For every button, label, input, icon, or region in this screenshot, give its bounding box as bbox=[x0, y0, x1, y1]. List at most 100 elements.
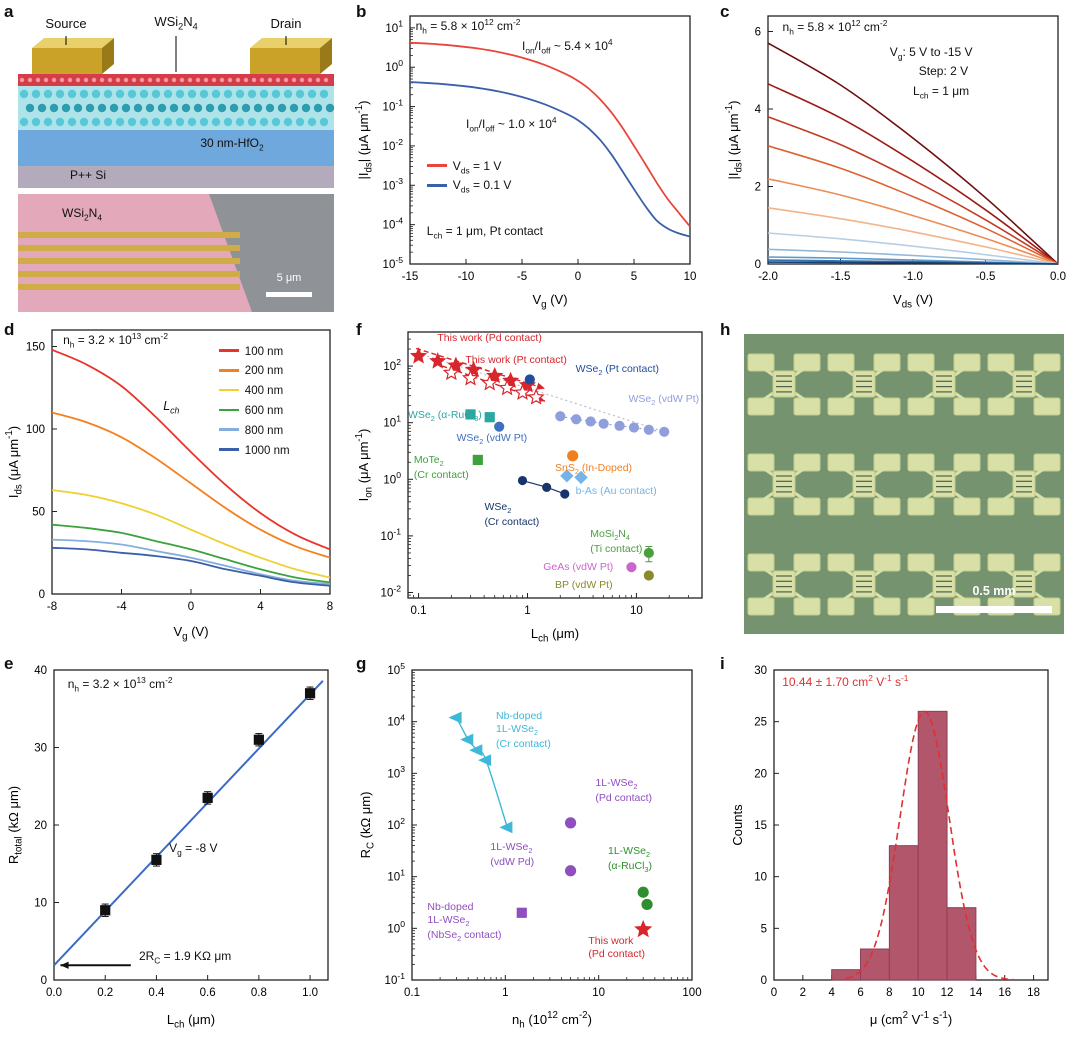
panel-g: g 0.1 1 10 100 10-1 100 101 102 103 104 105 nh (101… bbox=[352, 652, 716, 1038]
svg-text:RC (kΩ μm): RC (kΩ μm) bbox=[358, 792, 376, 859]
svg-text:150: 150 bbox=[26, 342, 45, 354]
svg-text:10: 10 bbox=[912, 987, 925, 999]
svg-text:0: 0 bbox=[41, 975, 47, 987]
svg-text:10: 10 bbox=[754, 872, 767, 884]
svg-text:12: 12 bbox=[941, 987, 954, 999]
output-curve-chart: -2.0 -1.5 -1.0 -0.5 0.0 0 2 4 6 Vds (V) |Ids| (μA … bbox=[724, 15, 1066, 310]
svg-text:0.0: 0.0 bbox=[1050, 271, 1066, 283]
svg-text:101: 101 bbox=[383, 414, 401, 430]
panel-letter-i: i bbox=[720, 654, 725, 673]
svg-text:0: 0 bbox=[39, 589, 45, 601]
panel-letter-f: f bbox=[356, 320, 362, 339]
svg-text:40: 40 bbox=[34, 665, 47, 677]
mobility-histogram: 0 2 4 6 8 10 12 14 16 18 0 5 10 15 20 25 30 μ (cm2 V-1 s-… bbox=[730, 665, 1049, 1027]
svg-text:10-2: 10-2 bbox=[381, 583, 402, 599]
svg-text:|Ids| (μA μm-1): |Ids| (μA μm-1) bbox=[724, 100, 744, 179]
svg-text:0: 0 bbox=[771, 987, 777, 999]
svg-text:10-1: 10-1 bbox=[381, 527, 402, 543]
svg-text:0.8: 0.8 bbox=[251, 987, 267, 999]
svg-text:102: 102 bbox=[387, 816, 405, 832]
svg-text:Lch (μm): Lch (μm) bbox=[167, 1012, 215, 1030]
svg-text:50: 50 bbox=[32, 507, 45, 519]
on-current-benchmark-chart: 0.1 1 10 10-2 10-1 100 101 102 Lch (μm) Ion (μA μ… bbox=[354, 331, 703, 644]
svg-text:102: 102 bbox=[383, 357, 401, 373]
panel-b: b -15 -10 -5 0 5 10 101 100 10-1 10-2 10-3 10-4 10-5… bbox=[352, 0, 716, 318]
svg-text:0.0: 0.0 bbox=[46, 987, 62, 999]
svg-text:2: 2 bbox=[755, 182, 761, 194]
svg-text:103: 103 bbox=[387, 764, 405, 780]
contact-resistance-benchmark-chart: 0.1 1 10 100 10-1 100 101 102 103 104 105 nh (1012 … bbox=[358, 661, 702, 1030]
panel-letter-e: e bbox=[4, 654, 14, 673]
panel-letter-b: b bbox=[356, 2, 367, 21]
svg-text:-15: -15 bbox=[402, 271, 419, 283]
svg-text:1: 1 bbox=[524, 605, 530, 617]
panel-a: a Source WSi2N4 Drain 30 nm-HfO2 P++ Si WSi2N… bbox=[0, 0, 352, 318]
svg-text:Counts: Counts bbox=[730, 804, 745, 846]
svg-text:25: 25 bbox=[754, 717, 767, 729]
svg-text:10: 10 bbox=[684, 271, 697, 283]
svg-text:0: 0 bbox=[188, 601, 194, 613]
svg-text:4: 4 bbox=[828, 987, 835, 999]
svg-text:100: 100 bbox=[26, 424, 45, 436]
svg-text:4: 4 bbox=[755, 104, 762, 116]
svg-text:100: 100 bbox=[682, 987, 701, 999]
svg-text:Vg (V): Vg (V) bbox=[532, 292, 567, 310]
svg-text:5: 5 bbox=[631, 271, 637, 283]
panel-h: h 0.5 mm bbox=[716, 318, 1080, 652]
svg-text:nh (1012 cm-2): nh (1012 cm-2) bbox=[512, 1010, 592, 1030]
svg-text:1.0: 1.0 bbox=[302, 987, 318, 999]
svg-text:0.4: 0.4 bbox=[148, 987, 165, 999]
panel-f: f 0.1 1 10 10-2 10-1 100 101 102 Lch (μm) Ion (μA… bbox=[352, 318, 716, 652]
tlm-resistance-chart: 0.0 0.2 0.4 0.6 0.8 1.0 0 10 20 30 40 Lch (μm) Rtota… bbox=[6, 665, 329, 1030]
svg-text:-8: -8 bbox=[47, 601, 57, 613]
svg-text:Ids (μA μm-1): Ids (μA μm-1) bbox=[4, 426, 24, 498]
svg-text:8: 8 bbox=[327, 601, 333, 613]
svg-text:16: 16 bbox=[998, 987, 1011, 999]
panel-letter-a: a bbox=[4, 2, 14, 21]
svg-text:10-5: 10-5 bbox=[383, 255, 404, 271]
svg-text:30: 30 bbox=[754, 665, 767, 677]
svg-text:1: 1 bbox=[502, 987, 508, 999]
svg-text:Rtotal (kΩ μm): Rtotal (kΩ μm) bbox=[6, 786, 24, 864]
svg-text:10-1: 10-1 bbox=[383, 97, 404, 113]
svg-text:104: 104 bbox=[387, 712, 405, 728]
svg-text:-4: -4 bbox=[116, 601, 127, 613]
transfer-curve-chart: -15 -10 -5 0 5 10 101 100 10-1 10-2 10-3 10-4 10-5 Vg… bbox=[354, 15, 697, 310]
svg-text:10-2: 10-2 bbox=[383, 137, 404, 153]
svg-text:10: 10 bbox=[592, 987, 605, 999]
panel-c: c -2.0 -1.5 -1.0 -0.5 0.0 0 2 4 6 Vds (V) |Ids| (μ… bbox=[716, 0, 1080, 318]
svg-text:10-3: 10-3 bbox=[383, 176, 404, 192]
svg-text:-10: -10 bbox=[458, 271, 475, 283]
panel-letter-g: g bbox=[356, 654, 367, 673]
svg-text:0: 0 bbox=[761, 975, 767, 987]
svg-text:μ (cm2 V-1 s-1): μ (cm2 V-1 s-1) bbox=[870, 1010, 952, 1027]
svg-text:|Ids| (μA μm-1): |Ids| (μA μm-1) bbox=[354, 100, 374, 179]
svg-text:4: 4 bbox=[257, 601, 264, 613]
svg-text:6: 6 bbox=[857, 987, 863, 999]
svg-text:8: 8 bbox=[886, 987, 892, 999]
svg-text:Ion (μA μm-1): Ion (μA μm-1) bbox=[354, 429, 374, 502]
svg-text:Vg (V): Vg (V) bbox=[173, 624, 208, 642]
transfer-curves-lch-chart: -8 -4 0 4 8 0 50 100 150 Vg (V) Ids (μA μm-1) bbox=[4, 329, 333, 642]
svg-text:20: 20 bbox=[34, 820, 47, 832]
svg-text:100: 100 bbox=[387, 919, 405, 935]
svg-text:101: 101 bbox=[387, 867, 405, 883]
svg-text:0.6: 0.6 bbox=[200, 987, 216, 999]
svg-text:-1.0: -1.0 bbox=[903, 271, 923, 283]
panel-d: d -8 -4 0 4 8 0 50 100 150 Vg (V) Ids (μA μm-1) nh … bbox=[0, 318, 352, 652]
panel-e: e 0.0 0.2 0.4 0.6 0.8 1.0 0 10 20 30 40 Lch (μm) Rto… bbox=[0, 652, 352, 1038]
svg-text:0.1: 0.1 bbox=[404, 987, 420, 999]
svg-text:-2.0: -2.0 bbox=[758, 271, 778, 283]
svg-text:5: 5 bbox=[761, 923, 767, 935]
svg-text:Lch (μm): Lch (μm) bbox=[531, 626, 579, 644]
svg-text:Vds (V): Vds (V) bbox=[893, 292, 933, 310]
svg-text:0.1: 0.1 bbox=[411, 605, 427, 617]
device-array-canvas bbox=[744, 334, 1064, 634]
svg-text:2: 2 bbox=[800, 987, 806, 999]
svg-text:101: 101 bbox=[385, 19, 403, 35]
device-schematic-canvas bbox=[18, 36, 335, 312]
svg-text:14: 14 bbox=[969, 987, 982, 999]
svg-text:0: 0 bbox=[755, 259, 761, 271]
svg-text:10: 10 bbox=[34, 898, 47, 910]
